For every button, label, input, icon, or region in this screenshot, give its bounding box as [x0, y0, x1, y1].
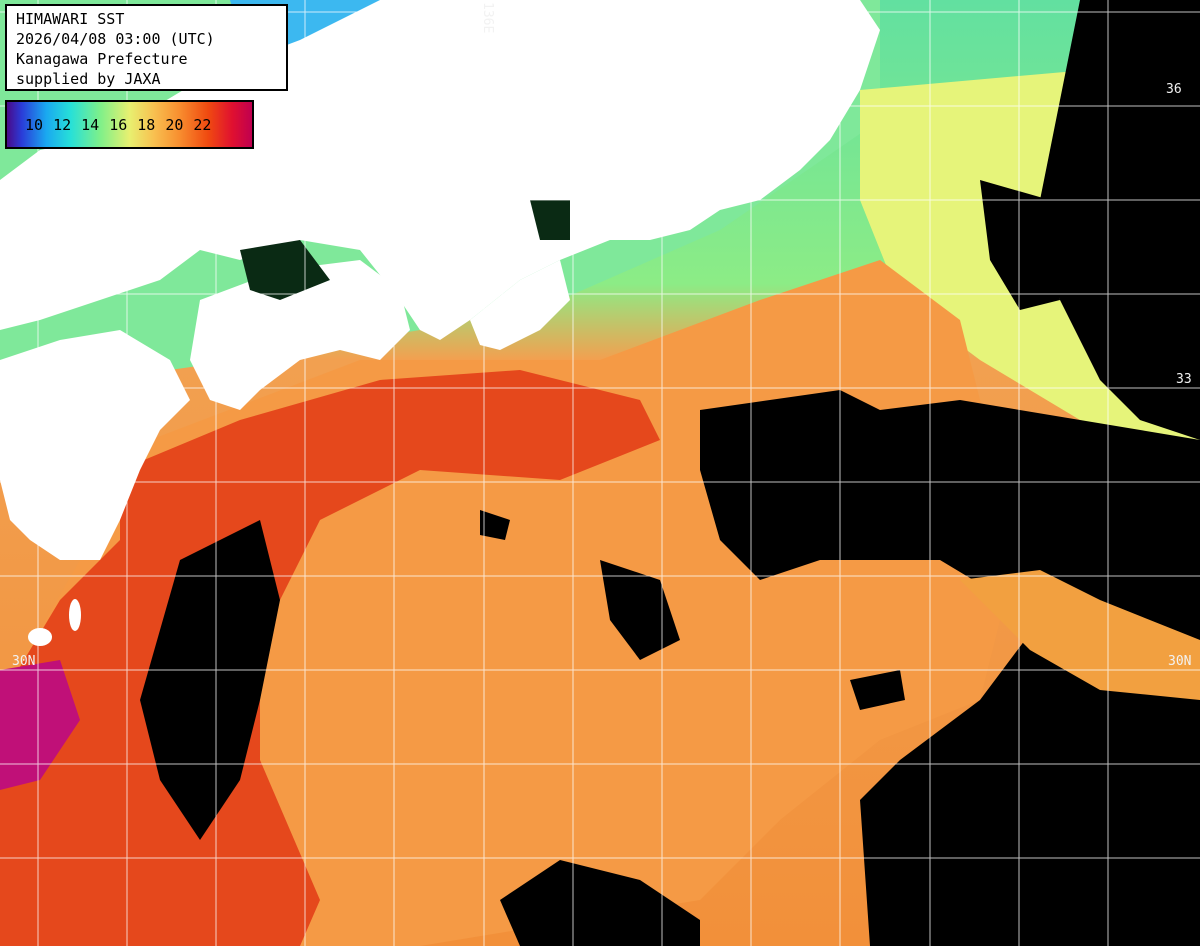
- latitude-label-right: 30N: [1168, 654, 1192, 669]
- cloud-patch: [600, 560, 680, 660]
- latitude-label-36: 36: [1166, 82, 1182, 97]
- product-title: HIMAWARI SST: [16, 10, 125, 28]
- cloud-cover-south: [500, 860, 700, 946]
- cloud-patch: [850, 670, 905, 710]
- cloud-cover-northeast: [1040, 0, 1200, 440]
- longitude-label: 136E: [480, 2, 495, 34]
- land-kii: [470, 260, 570, 350]
- inland-sea: [240, 240, 330, 300]
- provider: Kanagawa Prefecture: [16, 50, 188, 68]
- cloud-patch: [980, 180, 1060, 310]
- info-box: HIMAWARI SST 2026/04/08 03:00 (UTC) Kana…: [5, 4, 288, 91]
- latitude-label-33: 33: [1176, 372, 1192, 387]
- latitude-label-left: 30N: [12, 654, 36, 669]
- colorbar-tick: 14: [81, 116, 100, 134]
- temperature-colorbar: 10 12 14 16 18 20 22: [5, 100, 254, 149]
- cloud-cover-east: [700, 390, 1200, 946]
- warm-water-east: [960, 570, 1200, 700]
- colorbar-tick: 20: [165, 116, 184, 134]
- island: [69, 599, 81, 631]
- colorbar-tick: 16: [109, 116, 128, 134]
- source-credit: supplied by JAXA: [16, 70, 161, 88]
- timestamp: 2026/04/08 03:00 (UTC): [16, 30, 215, 48]
- cloud-patch: [480, 510, 510, 540]
- colorbar-tick: 22: [193, 116, 212, 134]
- colorbar-labels: 10 12 14 16 18 20 22: [25, 116, 211, 134]
- land-shikoku: [190, 260, 410, 410]
- colorbar-tick: 18: [137, 116, 156, 134]
- colorbar-tick: 10: [25, 116, 44, 134]
- kuroshio-core: [0, 370, 660, 946]
- cloud-cover-west: [140, 520, 280, 840]
- colorbar-tick: 12: [53, 116, 72, 134]
- hot-spot: [0, 660, 80, 790]
- island: [28, 628, 52, 646]
- bay: [530, 200, 570, 240]
